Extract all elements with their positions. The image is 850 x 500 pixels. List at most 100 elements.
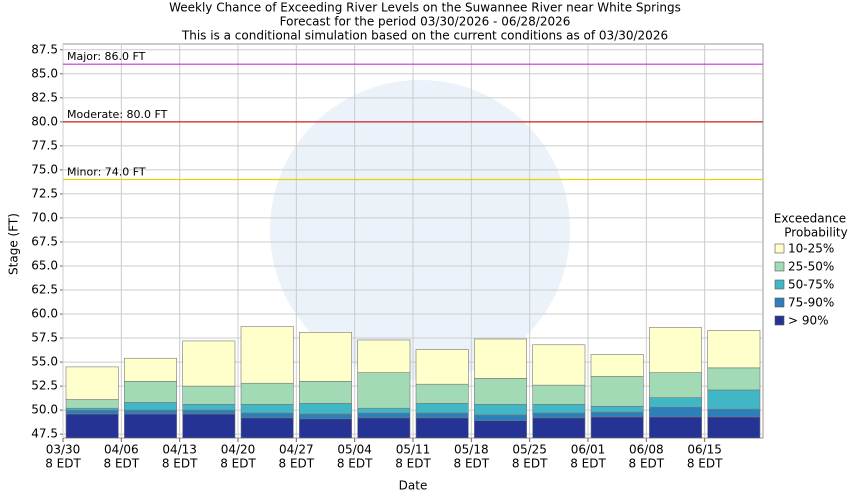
bar-segment: [649, 397, 702, 408]
watermark: [270, 80, 570, 380]
legend-title: Probability: [784, 226, 847, 240]
bar-segment: [65, 413, 119, 439]
bar-segment: [182, 409, 236, 415]
bar-segment: [124, 409, 177, 415]
bar-segment: [182, 340, 236, 387]
bar-segment: [707, 367, 761, 391]
y-tick-label: 57.5: [31, 331, 58, 345]
bar-segment: [474, 338, 527, 379]
x-tick-label: 05/18: [454, 443, 489, 457]
bar-segment: [649, 406, 702, 418]
x-tick-label: 04/27: [279, 443, 314, 457]
legend-swatch: [774, 297, 785, 308]
bar-segment: [357, 412, 411, 419]
x-tick-label: 8 EDT: [512, 457, 548, 471]
bar-segment: [649, 327, 702, 373]
bar-segment: [124, 413, 177, 439]
bar-segment: [240, 404, 294, 414]
bar-segment: [590, 411, 644, 418]
bar-segment: [590, 405, 644, 413]
bar-segment: [590, 376, 644, 407]
bar-segment: [415, 349, 469, 385]
bar-segment: [299, 403, 352, 415]
bar-segment: [240, 326, 294, 384]
y-axis-label: Stage (FT): [7, 213, 21, 275]
chart-title: Weekly Chance of Exceeding River Levels …: [169, 1, 681, 15]
bar-segment: [415, 403, 469, 414]
x-tick-label: 8 EDT: [454, 457, 490, 471]
x-tick-label: 8 EDT: [395, 457, 431, 471]
x-tick-label: 8 EDT: [104, 457, 140, 471]
bar-segment: [65, 409, 119, 415]
y-tick-label: 50.0: [31, 403, 58, 417]
bar-segment: [357, 407, 411, 414]
x-tick-label: 8 EDT: [45, 457, 81, 471]
bar-segment: [124, 381, 177, 403]
threshold-label: Major: 86.0 FT: [67, 50, 146, 63]
x-tick-label: 04/20: [221, 443, 256, 457]
bar-segment: [707, 416, 761, 439]
bar-segment: [474, 378, 527, 405]
y-tick-label: 52.5: [31, 379, 58, 393]
bar-segment: [649, 372, 702, 398]
y-tick-label: 80.0: [31, 114, 58, 128]
bar-segment: [474, 420, 527, 439]
y-tick-label: 87.5: [31, 42, 58, 56]
chart-subtitle: This is a conditional simulation based o…: [181, 29, 668, 43]
bar-segment: [124, 402, 177, 411]
y-tick-label: 70.0: [31, 210, 58, 224]
bar-segment: [532, 384, 586, 405]
bar-segment: [590, 416, 644, 439]
bar-segment: [415, 383, 469, 404]
x-tick-label: 05/25: [512, 443, 547, 457]
threshold-label: Moderate: 80.0 FT: [67, 108, 168, 121]
bar-segment: [182, 413, 236, 439]
bar-segment: [357, 339, 411, 373]
bar-segment: [182, 385, 236, 405]
x-tick-label: 06/15: [687, 443, 722, 457]
x-tick-label: 8 EDT: [687, 457, 723, 471]
bar-segment: [124, 357, 177, 382]
x-tick-label: 8 EDT: [337, 457, 373, 471]
y-tick-label: 62.5: [31, 283, 58, 297]
bar-segment: [240, 412, 294, 419]
y-tick-label: 72.5: [31, 186, 58, 200]
bar-segment: [474, 414, 527, 422]
y-tick-label: 75.0: [31, 162, 58, 176]
bar-segment: [240, 382, 294, 405]
bar-segment: [357, 417, 411, 439]
y-tick-label: 47.5: [31, 427, 58, 441]
y-tick-label: 60.0: [31, 307, 58, 321]
bar-segment: [299, 381, 352, 404]
bar-segment: [415, 412, 469, 419]
bar-segment: [590, 354, 644, 377]
legend-label: 75-90%: [788, 296, 834, 310]
x-tick-label: 8 EDT: [279, 457, 315, 471]
bar-segment: [532, 417, 586, 439]
x-tick-label: 04/06: [104, 443, 139, 457]
threshold-label: Minor: 74.0 FT: [67, 165, 146, 178]
x-tick-label: 8 EDT: [629, 457, 665, 471]
bar-segment: [474, 404, 527, 416]
bar-segment: [357, 372, 411, 409]
legend-swatch: [774, 315, 785, 326]
bar-segment: [532, 412, 586, 419]
bar-segment: [415, 417, 469, 439]
x-axis-label: Date: [399, 479, 428, 493]
y-tick-label: 77.5: [31, 138, 58, 152]
bar-segment: [532, 344, 586, 386]
bar-segment: [299, 331, 352, 382]
x-tick-label: 8 EDT: [570, 457, 606, 471]
legend-swatch: [774, 279, 785, 290]
chart-subtitle: Forecast for the period 03/30/2026 - 06/…: [280, 15, 571, 29]
x-tick-label: 04/13: [162, 443, 197, 457]
bar-segment: [707, 408, 761, 418]
x-tick-label: 03/30: [46, 443, 81, 457]
y-tick-label: 82.5: [31, 90, 58, 104]
bar-segment: [65, 366, 119, 400]
x-tick-label: 8 EDT: [162, 457, 198, 471]
y-tick-label: 67.5: [31, 234, 58, 248]
legend-label: > 90%: [788, 314, 829, 328]
legend-swatch: [774, 243, 785, 254]
